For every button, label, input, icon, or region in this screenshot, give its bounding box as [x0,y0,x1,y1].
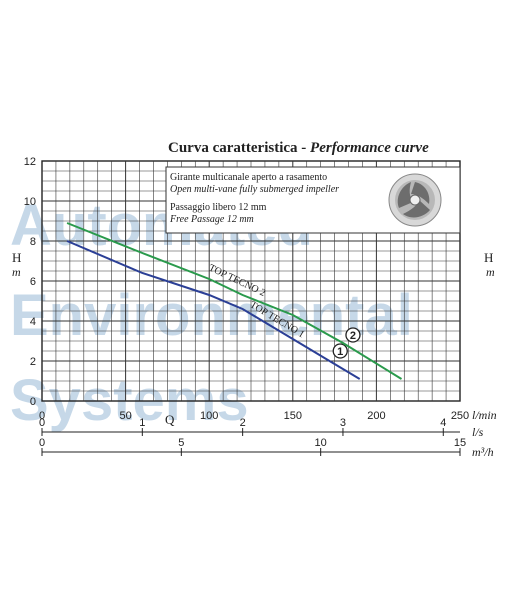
x-tick-label: 250 [451,410,469,422]
x-axis-unit: l/min [472,408,497,422]
y-tick-label: 2 [30,356,36,368]
x-tick-label: 0 [39,410,45,422]
note-line-3: Passaggio libero 12 mm [170,202,267,213]
y-axis-label-left: H [12,250,21,265]
x-axis-label: Q [165,412,175,427]
series-marker-2 [345,327,361,343]
chart-title: Curva caratteristica - Performance curve [168,140,429,156]
series-marker-1 [332,343,348,359]
y-axis-unit-left: m [12,265,21,279]
x-tick-label: 50 [119,410,131,422]
note-line-4: Free Passage 12 mm [169,214,254,225]
impeller-info-box: Girante multicanale aperto a rasamento O… [165,166,461,234]
y-axis-unit-right: m [486,265,495,279]
x-tick-label: 4 [440,417,446,429]
series-marker-label-1: 1 [337,346,343,358]
x-tick-label: 15 [454,437,466,449]
x-axes: 0 50 100 150 200 250 l/min 0 1 2 3 4 l/s 0 5 10 15 m³/h [39,408,497,459]
x-axis-unit: m³/h [472,445,494,459]
x-tick-label: 1 [139,417,145,429]
x-tick-label: 200 [367,410,385,422]
note-line-2: Open multi-vane fully submerged impeller [170,184,339,195]
y-tick-label: 12 [24,156,36,168]
x-tick-label: 3 [340,417,346,429]
x-tick-label: 100 [200,410,218,422]
y-tick-label: 4 [30,316,36,328]
y-tick-label: 10 [24,196,36,208]
y-axis-ticks: 0 2 4 6 8 10 12 [24,156,36,408]
x-tick-label: 5 [178,437,184,449]
x-tick-label: 2 [240,417,246,429]
impeller-icon [388,173,442,227]
series-marker-label-2: 2 [350,330,356,342]
x-tick-label: 0 [39,437,45,449]
x-tick-label: 10 [315,437,327,449]
y-tick-label: 0 [30,396,36,408]
x-axis-unit: l/s [472,425,484,439]
y-tick-label: 6 [30,276,36,288]
y-axis-label-right: H [484,250,493,265]
y-tick-label: 8 [30,236,36,248]
note-line-1: Girante multicanale aperto a rasamento [170,172,327,183]
x-tick-label: 150 [284,410,302,422]
x-tick-label: 0 [39,417,45,429]
